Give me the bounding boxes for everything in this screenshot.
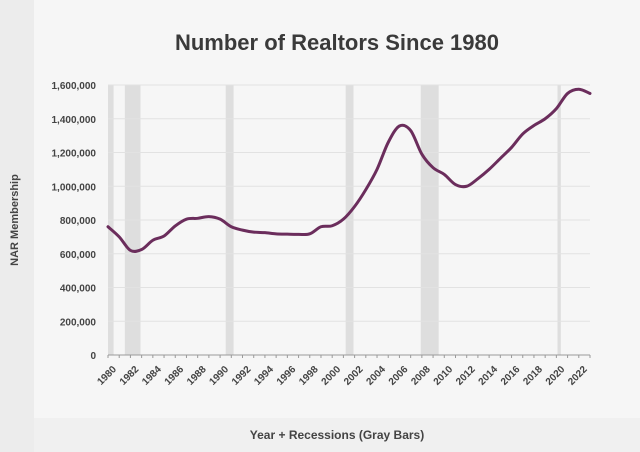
x-tick-label: 2020 <box>544 364 568 388</box>
x-tick-label: 1988 <box>185 364 209 388</box>
x-tick-label: 2016 <box>499 364 523 388</box>
y-tick-label: 200,000 <box>60 317 97 328</box>
x-tick-label: 2002 <box>342 364 366 388</box>
x-tick-label: 2010 <box>432 364 456 388</box>
x-tick-label: 1982 <box>118 364 142 388</box>
x-tick-label: 2018 <box>521 364 545 388</box>
x-tick-label: 2008 <box>409 364 433 388</box>
membership-line <box>106 87 592 253</box>
y-tick-label: 1,000,000 <box>52 182 97 193</box>
x-tick-label: 1992 <box>230 364 254 388</box>
x-tick-label: 1996 <box>275 364 299 388</box>
x-tick-label: 1980 <box>95 364 119 388</box>
x-tick-label: 2006 <box>387 364 411 388</box>
y-tick-label: 400,000 <box>60 284 97 295</box>
chart-title: Number of Realtors Since 1980 <box>174 30 499 55</box>
x-axis-label: Year + Recessions (Gray Bars) <box>249 428 425 442</box>
x-tick-label: 1998 <box>297 364 321 388</box>
y-tick-label: 600,000 <box>60 250 97 261</box>
x-tick-label: 2004 <box>364 364 388 388</box>
y-tick-label: 800,000 <box>60 216 97 227</box>
x-tick-label: 1986 <box>163 364 187 388</box>
y-tick-label: 1,400,000 <box>52 115 97 126</box>
y-tick-label: 1,200,000 <box>52 149 97 160</box>
x-tick-label: 2012 <box>454 364 478 388</box>
x-tick-label: 1990 <box>208 364 232 388</box>
chart-footer <box>34 418 640 452</box>
y-tick-label: 1,600,000 <box>52 81 97 92</box>
x-tick-label: 2022 <box>566 364 590 388</box>
x-tick-label: 1984 <box>140 364 164 388</box>
x-tick-label: 2014 <box>477 364 501 388</box>
x-tick-label: 2000 <box>320 364 344 388</box>
y-tick-label: 0 <box>90 351 96 362</box>
x-tick-label: 1994 <box>252 364 276 388</box>
